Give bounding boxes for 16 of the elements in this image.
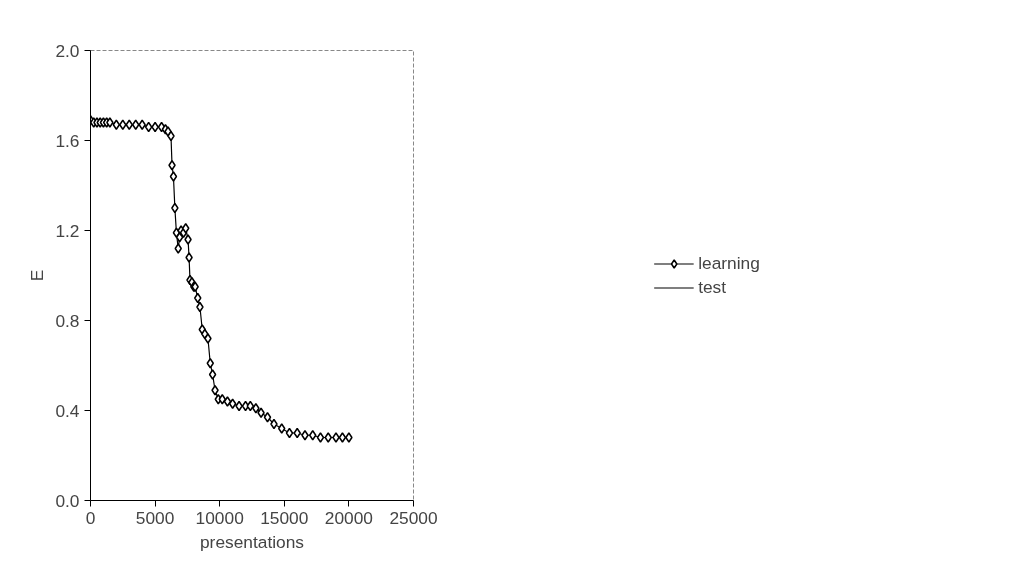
x-tick-label: 20000 [324, 507, 373, 528]
x-tick-label: 10000 [195, 507, 244, 528]
y-tick-label: 0.8 [55, 310, 80, 331]
legend-label: test [698, 276, 727, 298]
y-axis-title: E [27, 269, 48, 282]
x-tick-label: 15000 [260, 507, 309, 528]
x-axis-title: presentations [199, 531, 305, 552]
y-tick-label: 2.0 [55, 40, 80, 61]
y-tick-label: 1.6 [55, 130, 80, 151]
y-tick-label: 0.0 [55, 490, 80, 511]
y-tick-label: 0.4 [55, 400, 80, 421]
legend-label: learning [698, 252, 760, 274]
x-tick-label: 5000 [135, 507, 175, 528]
x-tick-label: 25000 [389, 507, 438, 528]
y-tick-label: 1.2 [55, 220, 80, 241]
x-tick-label: 0 [85, 507, 96, 528]
